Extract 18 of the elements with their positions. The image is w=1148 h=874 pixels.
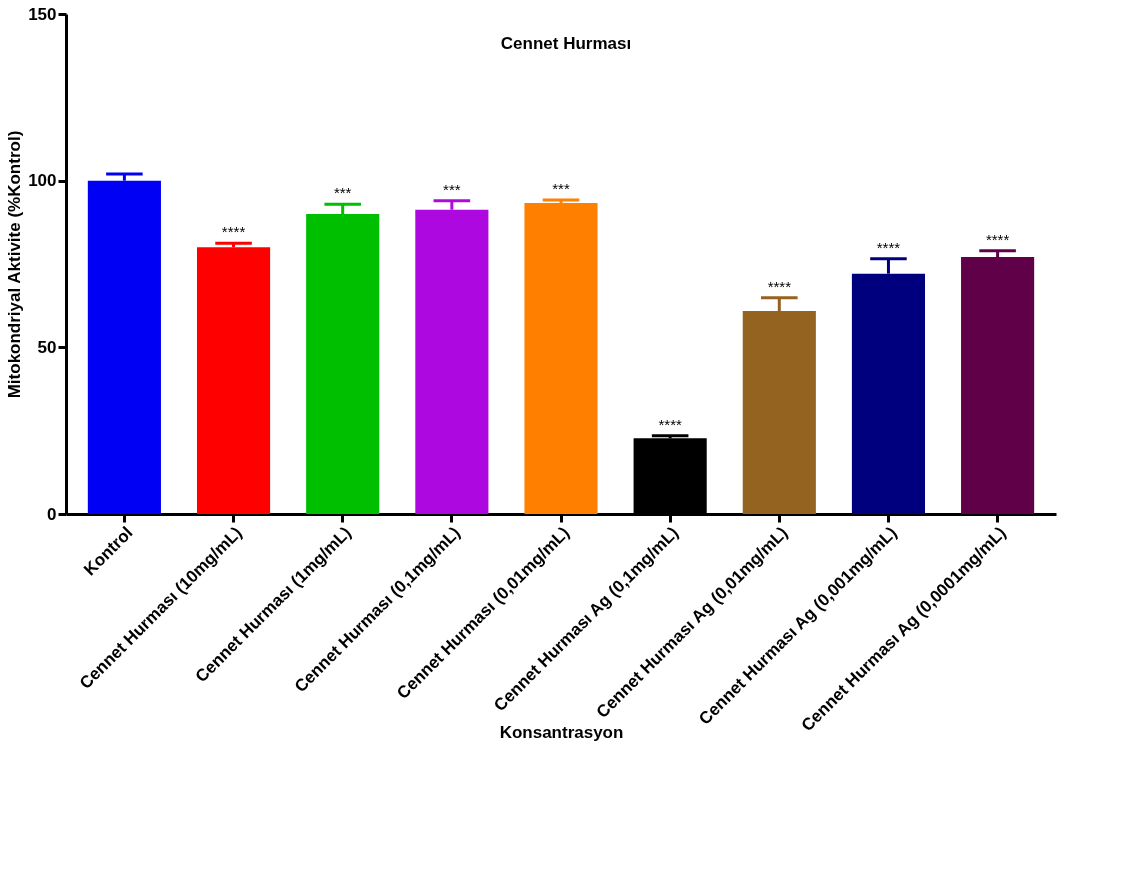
y-tick-label: 150 (28, 4, 57, 24)
annotation: **** (658, 415, 682, 433)
bar (87, 180, 161, 514)
y-tick-label: 50 (37, 337, 57, 357)
annotation: **** (221, 223, 246, 241)
y-axis-title: Mitokondriyal Aktivite (%Kontrol) (5, 130, 25, 399)
annotation: **** (767, 277, 792, 295)
bar (524, 203, 598, 514)
y-tick-label: 100 (28, 171, 57, 191)
bar (196, 247, 271, 514)
annotation: *** (443, 180, 461, 198)
annotation: *** (552, 180, 570, 197)
text: Cennet Hurması (500, 34, 632, 53)
annotation: **** (876, 238, 901, 256)
x-axis-title: Konsantrasyon (499, 722, 624, 742)
annotation: **** (985, 230, 1010, 248)
annotation: *** (333, 184, 352, 202)
y-tick-label: 0 (47, 504, 57, 524)
